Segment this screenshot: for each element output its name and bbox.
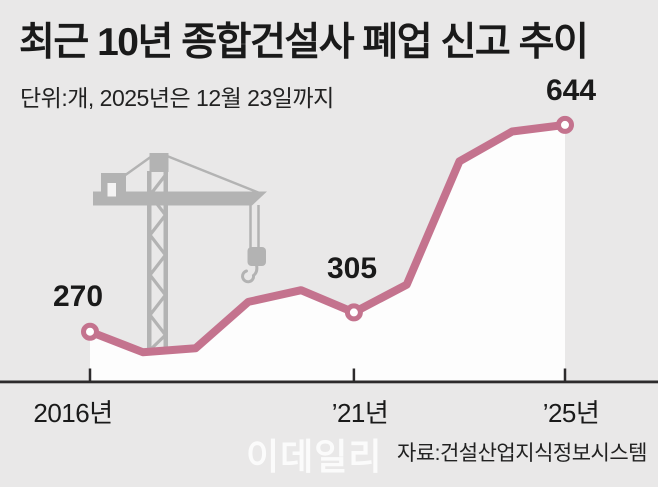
x-axis-ticks [88,368,567,381]
x-tick-label-2016: 2016년 [33,398,113,428]
chart-title: 최근 10년 종합건설사 폐업 신고 추이 [19,21,589,64]
data-point-marker [556,115,574,134]
data-point-marker [81,322,99,341]
value-label-2025: 644 [545,74,597,107]
source-label: 자료:건설산업지식정보시스템 [397,442,648,465]
chart-unit-note: 단위:개, 2025년은 12월 23일까지 [20,85,334,111]
x-axis-line [0,380,658,384]
trend-line [86,120,569,357]
area-fill [90,124,565,382]
data-point-marker [344,303,363,322]
value-label-2021: 305 [326,252,378,285]
crane-hook-icon [241,263,259,284]
edaily-watermark: 이데일리 [246,436,383,477]
x-tick-label-2025: ’25년 [542,398,600,428]
crane-icon [93,153,267,352]
value-label-2016: 270 [52,280,104,313]
data-point-markers [81,115,574,341]
x-tick-label-2021: ’21년 [331,398,389,428]
